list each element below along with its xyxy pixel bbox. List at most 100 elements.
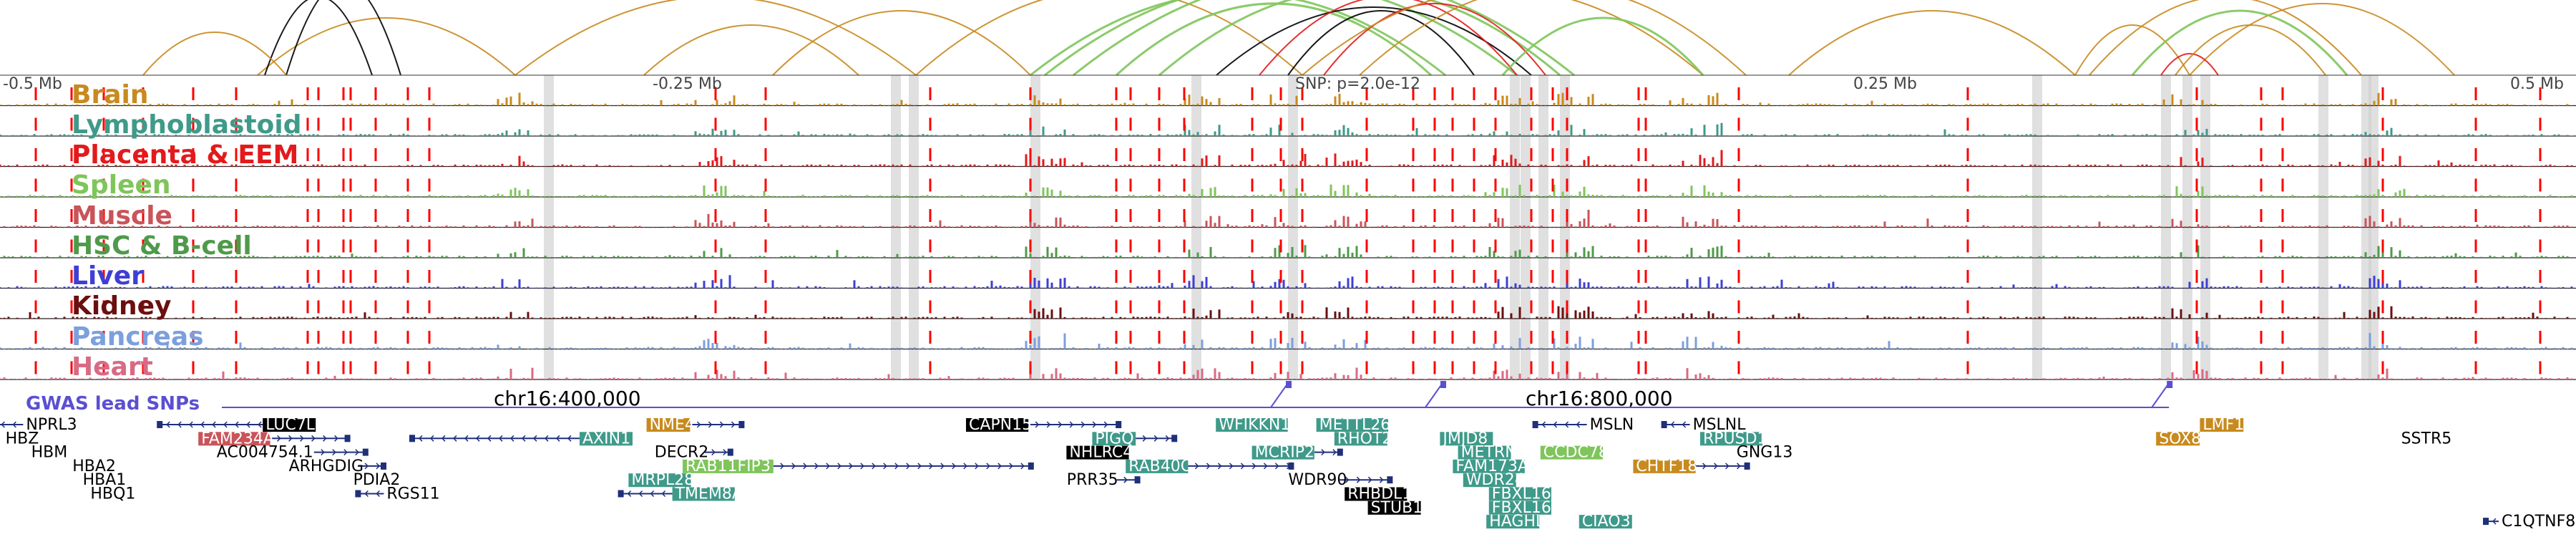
gene-arrow (567, 435, 572, 442)
loop-arc (1115, 2, 1433, 77)
loop-arc (257, 17, 516, 76)
gene-arrow (906, 463, 910, 470)
gene-arrow (1379, 476, 1384, 483)
gene-arrow (487, 435, 492, 442)
gene-arrow (166, 421, 170, 428)
gene-arrow (975, 463, 979, 470)
gene-arrow (1725, 463, 1729, 470)
track-signal (0, 184, 2573, 197)
gene-label-fbxl16: FBXL16 (1492, 499, 1551, 517)
gene-arrow (1046, 421, 1051, 428)
gene-label-mslnl: MSLNL (1693, 416, 1747, 434)
gwas-snp-connector (2151, 382, 2170, 408)
gwas-lead-snps-track: GWAS lead SNPs chr16:400,000 chr16:800,0… (26, 381, 2173, 415)
gene-label-chtf18: CHTF18 (1636, 458, 1697, 475)
gene-arrow (1274, 463, 1279, 470)
gene-label-lmf1: LMF1 (2202, 416, 2244, 434)
gene-arrow (1153, 435, 1158, 442)
gene-label-stub1: STUB1 (1371, 499, 1423, 517)
tissue-label-muscle: Muscle (72, 201, 172, 231)
gene-arrow (464, 435, 469, 442)
axis-label-plus-quarter-mb: 0.25 Mb (1853, 75, 1917, 93)
gene-arrow (235, 421, 239, 428)
gene-arrow (258, 421, 262, 428)
gene-arrow (952, 463, 956, 470)
gene-arrow (719, 421, 724, 428)
gene-arrow (1576, 421, 1581, 428)
loop-arc (2189, 3, 2455, 76)
gene-label-nprl3: NPRL3 (26, 416, 77, 434)
tissue-label-kidney: Kidney (72, 291, 172, 321)
gene-label-ccdc78: CCDC78 (1543, 444, 1609, 462)
gene-label-decr2: DECR2 (655, 444, 709, 462)
loop-arc (643, 24, 859, 76)
gene-arrow (997, 463, 1002, 470)
gene-arrow (1240, 463, 1245, 470)
gene-label-box (198, 432, 270, 446)
gene-arrow (1682, 421, 1687, 428)
gwas-snp-connector (1270, 382, 1289, 408)
gene-label-hba2: HBA2 (72, 458, 116, 475)
track-signal (0, 333, 2573, 349)
track-signal (0, 210, 2573, 228)
gene-arrow (521, 435, 526, 442)
gene-arrow (1206, 463, 1211, 470)
gene-arrow (1020, 463, 1025, 470)
loop-arc (772, 10, 1031, 76)
loop-arc (1259, 0, 1518, 76)
gene-label-tmem8a: TMEM8A (675, 485, 743, 503)
gene-label-axin1: AXIN1 (582, 430, 630, 448)
gene-arrow (311, 435, 316, 442)
gene-exon (1661, 421, 1667, 428)
gene-label-box (1488, 487, 1551, 501)
loop-arc (1158, 0, 1561, 77)
gene-label-box (628, 473, 691, 488)
tissue-signal-tracks (0, 92, 2576, 380)
gene-arrow (376, 463, 381, 470)
gene-label-nhlrc4: NHLRC4 (1069, 444, 1133, 462)
gene-arrow (1564, 421, 1569, 428)
gene-arrow (917, 463, 922, 470)
gene-exon (1116, 421, 1122, 428)
track-signal (0, 122, 2573, 136)
gene-exon (344, 435, 351, 442)
gene-label-haghl: HAGHL (1489, 513, 1545, 531)
gene-label-metrn: METRN (1461, 444, 1517, 462)
gene-arrow (814, 463, 819, 470)
gene-exon (2483, 518, 2489, 526)
gene-arrow (929, 463, 933, 470)
loop-arc (1323, 3, 1546, 76)
gene-arrow (189, 421, 193, 428)
gwas-snp-marker (1440, 381, 1446, 388)
tissue-label-pancreas: Pancreas (72, 322, 204, 352)
gene-arrow (883, 463, 887, 470)
gene-label-ac004754-1: AC004754.1 (217, 444, 313, 462)
gene-arrow (1009, 463, 1013, 470)
gene-label-box (646, 418, 691, 432)
gene-exon (1028, 462, 1034, 470)
position-axis: -0.5 Mb -0.25 Mb SNP: p=2.0e-12 0.25 Mb … (0, 74, 2576, 93)
gene-label-arhgdig: ARHGDIG (289, 458, 364, 475)
loop-arc (1044, 0, 1518, 77)
gene-arrow (1332, 449, 1337, 456)
gene-label-box (1440, 432, 1493, 446)
gene-label-fam173a: FAM173A (1455, 458, 1528, 475)
gene-arrow (860, 463, 864, 470)
gene-arrow (650, 490, 655, 498)
gene-arrow (441, 435, 446, 442)
gene-arrow (452, 435, 457, 442)
gene-arrow (1165, 435, 1170, 442)
gene-exon (1744, 462, 1750, 470)
gene-label-box (1334, 432, 1387, 446)
gene-label-mettl26: METTL26 (1319, 416, 1391, 434)
gene-arrow (1035, 421, 1040, 428)
gene-label-box (1066, 445, 1129, 460)
gene-arrow (1541, 421, 1546, 428)
gwas-label: GWAS lead SNPs (26, 393, 200, 415)
loop-arc (1359, 0, 1747, 76)
gene-arrow (1069, 421, 1074, 428)
gene-arrow (1080, 421, 1085, 428)
tissue-label-spleen: Spleen (72, 170, 171, 200)
